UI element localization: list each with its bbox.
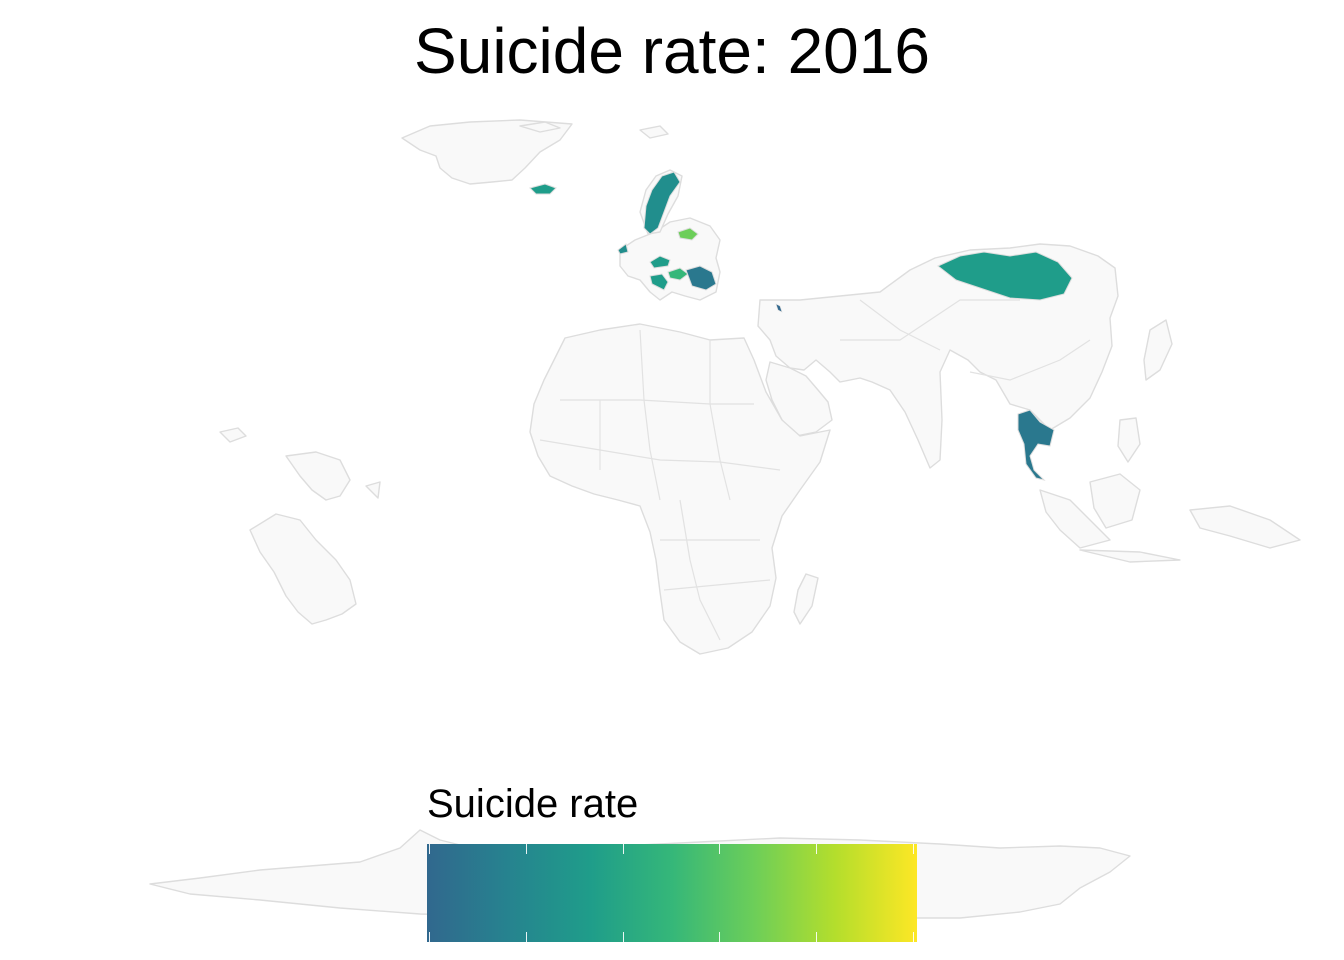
madagascar — [793, 573, 819, 625]
legend-tick-bottom — [719, 932, 721, 942]
japan — [1143, 319, 1173, 381]
region-ireland — [617, 243, 629, 255]
legend-tick-bottom — [913, 932, 914, 942]
borneo — [1089, 473, 1141, 529]
mexico-central-america — [285, 451, 351, 501]
region-croatia — [649, 273, 669, 291]
africa — [529, 323, 831, 655]
region-cyprus — [775, 303, 783, 313]
region-mongolia — [937, 251, 1073, 301]
caribbean-island — [365, 481, 381, 499]
legend-tick-top — [816, 844, 818, 854]
legend-tick-bottom — [525, 932, 527, 942]
arctic-island — [519, 121, 561, 133]
hawaii-island — [219, 427, 247, 443]
sea-islands — [1039, 489, 1111, 549]
region-iceland — [529, 183, 557, 195]
greenland — [401, 119, 573, 185]
legend-title: Suicide rate — [427, 782, 639, 826]
legend-tick-top — [622, 844, 624, 854]
philippines — [1117, 417, 1141, 463]
legend-tick-bottom — [816, 932, 818, 942]
region-lithuania — [677, 227, 699, 241]
asia — [757, 243, 1119, 469]
svalbard — [639, 125, 669, 139]
legend-tick-bottom — [622, 932, 624, 942]
legend-tick-top — [913, 844, 914, 854]
map-title: Suicide rate: 2016 — [414, 15, 930, 87]
legend-colorbar — [427, 844, 917, 942]
region-romania — [685, 265, 717, 291]
legend-tick-top — [719, 844, 721, 854]
south-america — [249, 513, 357, 625]
java — [1079, 549, 1181, 563]
region-thailand — [1017, 409, 1055, 481]
legend-tick-top — [429, 844, 430, 854]
new-guinea — [1189, 505, 1301, 549]
region-sweden — [643, 171, 681, 235]
region-austria — [649, 255, 671, 269]
arabian-peninsula — [765, 361, 833, 437]
legend-tick-top — [525, 844, 527, 854]
legend-tick-bottom — [429, 932, 430, 942]
region-hungary — [667, 267, 689, 281]
